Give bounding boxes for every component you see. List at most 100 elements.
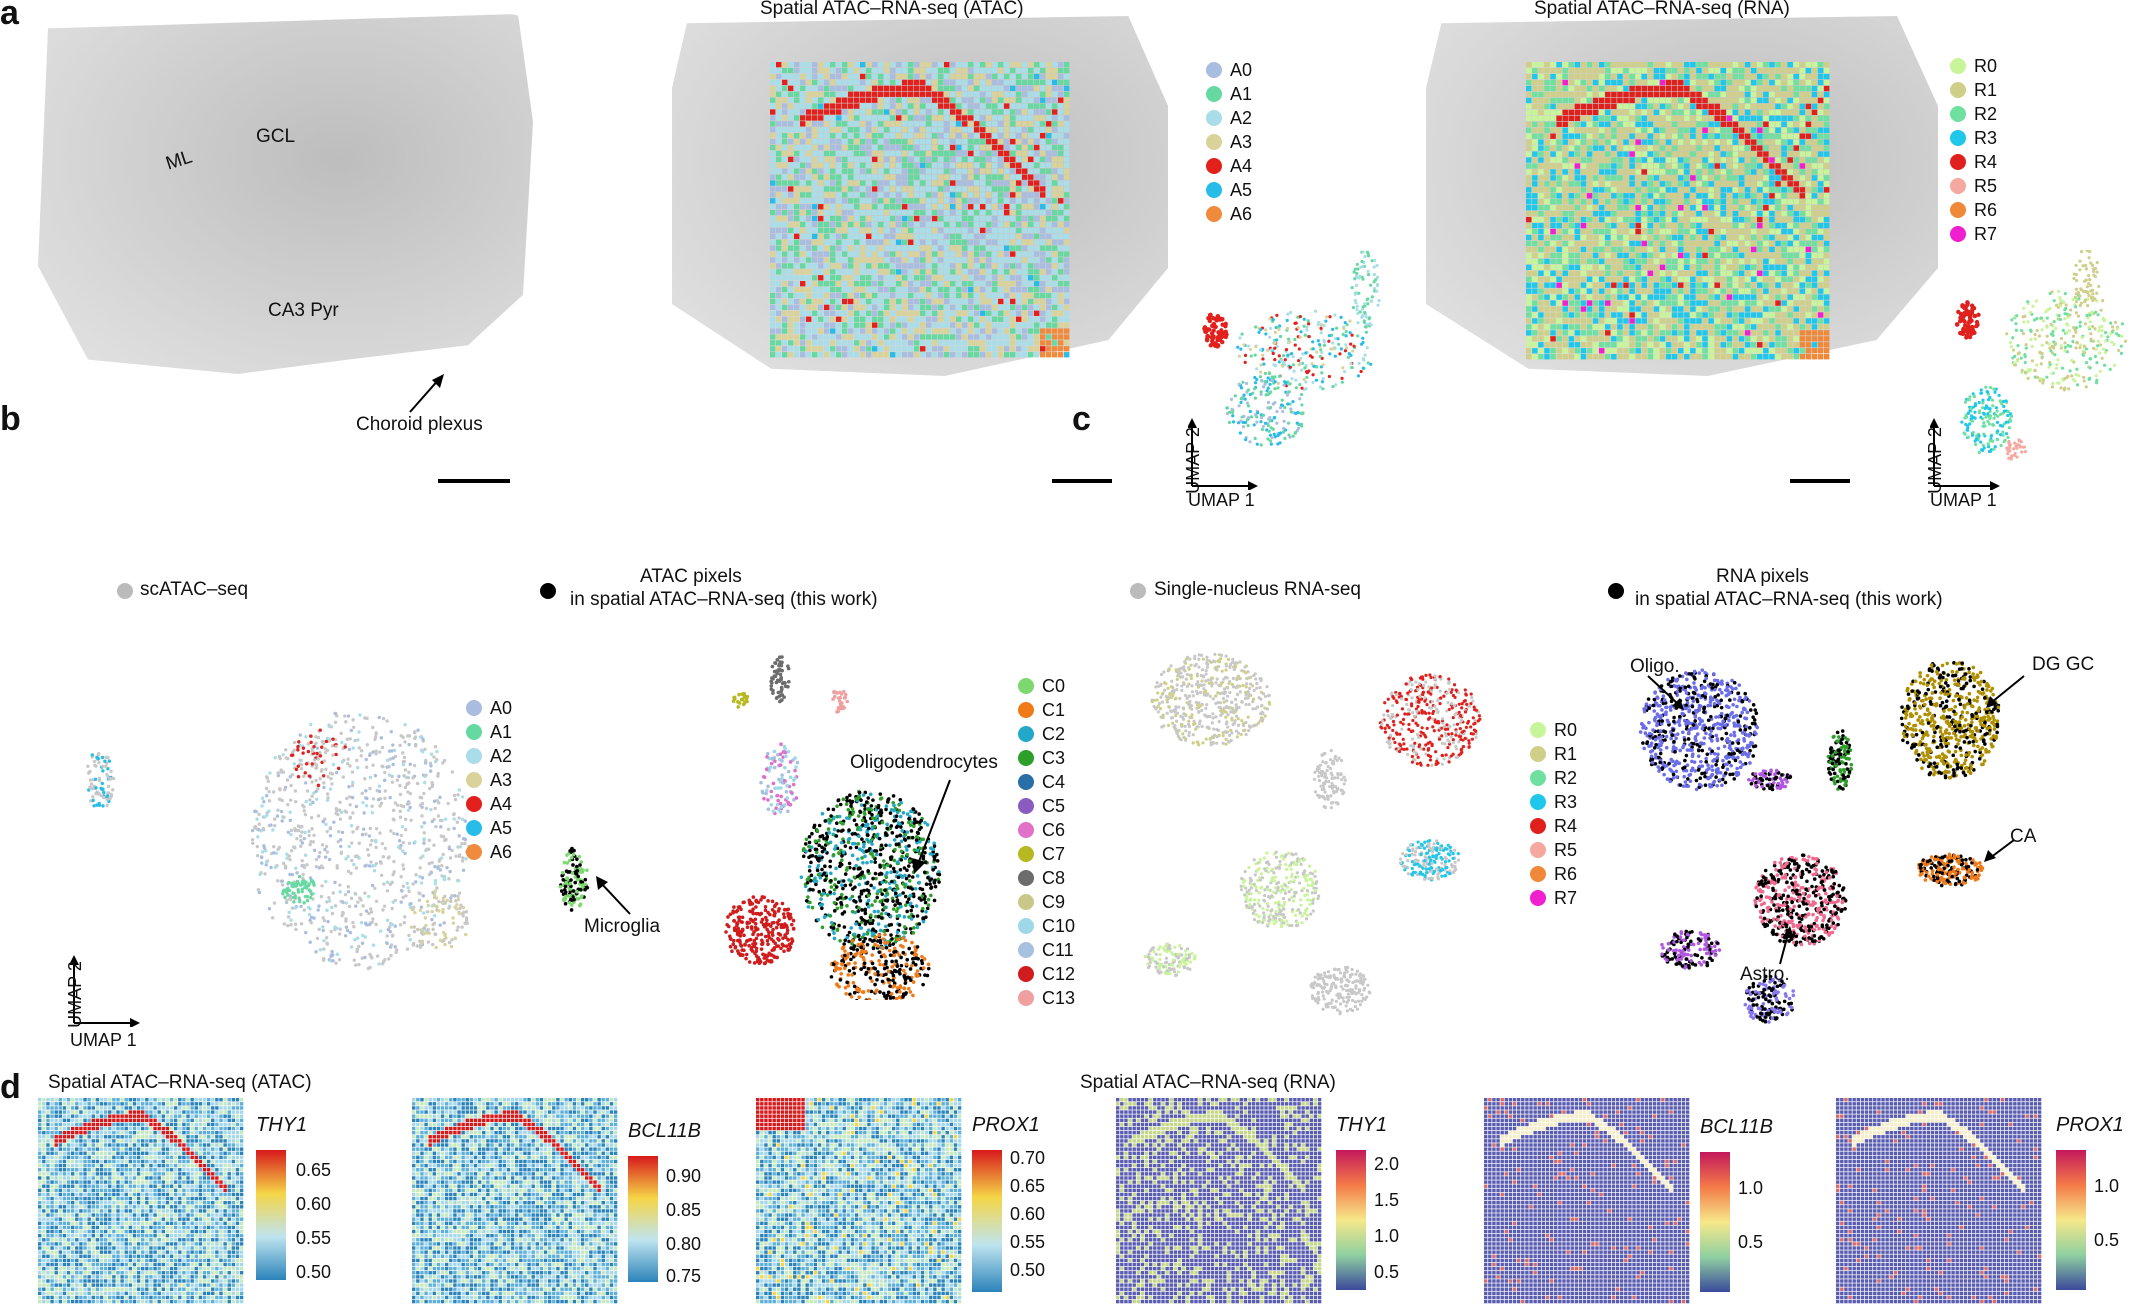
label-ca3-pyr: CA3 Pyr [268, 300, 339, 322]
c-px-dot [1608, 583, 1624, 599]
legend-swatch [1018, 918, 1034, 934]
legend-swatch [466, 820, 482, 836]
legend-item: R5 [1950, 174, 1997, 198]
legend-item: R1 [1950, 78, 1997, 102]
legend-swatch [466, 724, 482, 740]
label-dg-gc: DG GC [2032, 654, 2094, 676]
legend-item: R4 [1950, 150, 1997, 174]
astro-arrow [1779, 926, 1794, 965]
c-ref-legend: Single-nucleus RNA-seq [1154, 579, 1361, 601]
legend-label: R1 [1974, 80, 1997, 101]
legend-item: A4 [1206, 154, 1252, 178]
legend-item: C10 [1018, 914, 1075, 938]
label-oligodendrocytes: Oligodendrocytes [850, 752, 998, 774]
legend-label: C13 [1042, 988, 1075, 1009]
legend-item: A1 [466, 720, 512, 744]
b-px-title-2: in spatial ATAC–RNA-seq (this work) [570, 589, 878, 611]
b-umap-y: UMAP 2 [65, 961, 86, 1028]
legend-label: C12 [1042, 964, 1075, 985]
legend-label: R5 [1554, 840, 1577, 861]
legend-item: R6 [1950, 198, 1997, 222]
legend-item: R3 [1530, 790, 1577, 814]
cbar5-t0: 1.0 [2094, 1176, 2119, 1197]
cbar2-t4: 0.50 [1010, 1260, 1045, 1281]
gene-label-5: PROX1 [2056, 1114, 2124, 1137]
heatmap-atac-prox1 [756, 1098, 962, 1304]
cbar2-t0: 0.70 [1010, 1148, 1045, 1169]
colorbar-5 [2056, 1150, 2086, 1290]
legend-item: R7 [1950, 222, 1997, 246]
colorbar-1 [628, 1156, 658, 1282]
cbar1-t1: 0.85 [666, 1200, 701, 1221]
umap-x-label: UMAP 1 [1188, 490, 1255, 511]
legend-swatch [1530, 794, 1546, 810]
cbar4-t1: 0.5 [1738, 1232, 1763, 1253]
legend-swatch [1950, 130, 1966, 146]
gene-label-3: THY1 [1336, 1114, 1387, 1137]
ref-dot-gray [117, 583, 133, 599]
legend-label: C3 [1042, 748, 1065, 769]
legend-item: A2 [1206, 106, 1252, 130]
heatmap-atac-bcl11b [412, 1098, 618, 1304]
legend-swatch [1950, 154, 1966, 170]
panel-label-c: c [1072, 400, 1091, 439]
b-ref-legend: scATAC–seq [140, 579, 248, 601]
heatmap-rna-prox1 [1836, 1098, 2042, 1304]
legend-label: A6 [490, 842, 512, 863]
umap-x-label-2: UMAP 1 [1930, 490, 1997, 511]
atac-pixel-umap [558, 655, 942, 1000]
legend-item: A5 [1206, 178, 1252, 202]
atac-cluster-legend: A0 A1 A2 A3 A4 A5 A6 [1206, 58, 1252, 226]
legend-swatch [1018, 846, 1034, 862]
legend-label: C0 [1042, 676, 1065, 697]
scatac-umap [86, 711, 471, 971]
cbar0-t0: 0.65 [296, 1160, 331, 1181]
panel-label-b: b [0, 400, 21, 439]
legend-item: A1 [1206, 82, 1252, 106]
label-gcl: GCL [256, 126, 295, 148]
legend-label: C6 [1042, 820, 1065, 841]
legend-label: A6 [1230, 204, 1252, 225]
legend-swatch [1018, 990, 1034, 1006]
legend-item: C8 [1018, 866, 1075, 890]
b-a-cluster-legend: A0 A1 A2 A3 A4 A5 A6 [466, 696, 512, 864]
label-choroid-plexus: Choroid plexus [356, 414, 483, 436]
legend-swatch [1530, 818, 1546, 834]
legend-label: A5 [490, 818, 512, 839]
legend-label: R3 [1974, 128, 1997, 149]
legend-swatch [1530, 770, 1546, 786]
tissue-section-image [38, 14, 533, 374]
legend-swatch [1950, 202, 1966, 218]
legend-item: A0 [466, 696, 512, 720]
legend-label: A3 [1230, 132, 1252, 153]
legend-swatch [1950, 226, 1966, 242]
legend-swatch [1530, 746, 1546, 762]
legend-item: C0 [1018, 674, 1075, 698]
legend-item: C3 [1018, 746, 1075, 770]
oligo-arrow [912, 779, 951, 874]
cbar2-t3: 0.55 [1010, 1232, 1045, 1253]
gene-label-1: BCL11B [628, 1120, 701, 1143]
legend-swatch [1950, 58, 1966, 74]
c-ref-dot [1130, 583, 1146, 599]
b-umap-x: UMAP 1 [70, 1030, 137, 1051]
legend-label: C2 [1042, 724, 1065, 745]
label-ca: CA [2010, 826, 2036, 848]
legend-swatch [466, 796, 482, 812]
legend-swatch [466, 772, 482, 788]
cbar0-t3: 0.50 [296, 1262, 331, 1283]
cbar2-t1: 0.65 [1010, 1176, 1045, 1197]
cbar0-t1: 0.60 [296, 1194, 331, 1215]
legend-swatch [1018, 894, 1034, 910]
colorbar-4 [1700, 1152, 1730, 1292]
rna-spatial-pixel-map [1526, 62, 1830, 360]
cbar2-t2: 0.60 [1010, 1204, 1045, 1225]
legend-item: A0 [1206, 58, 1252, 82]
legend-label: C5 [1042, 796, 1065, 817]
cbar3-t1: 1.5 [1374, 1190, 1399, 1211]
legend-label: C1 [1042, 700, 1065, 721]
legend-item: C7 [1018, 842, 1075, 866]
legend-swatch [1530, 866, 1546, 882]
legend-swatch [1206, 182, 1222, 198]
cbar1-t2: 0.80 [666, 1234, 701, 1255]
